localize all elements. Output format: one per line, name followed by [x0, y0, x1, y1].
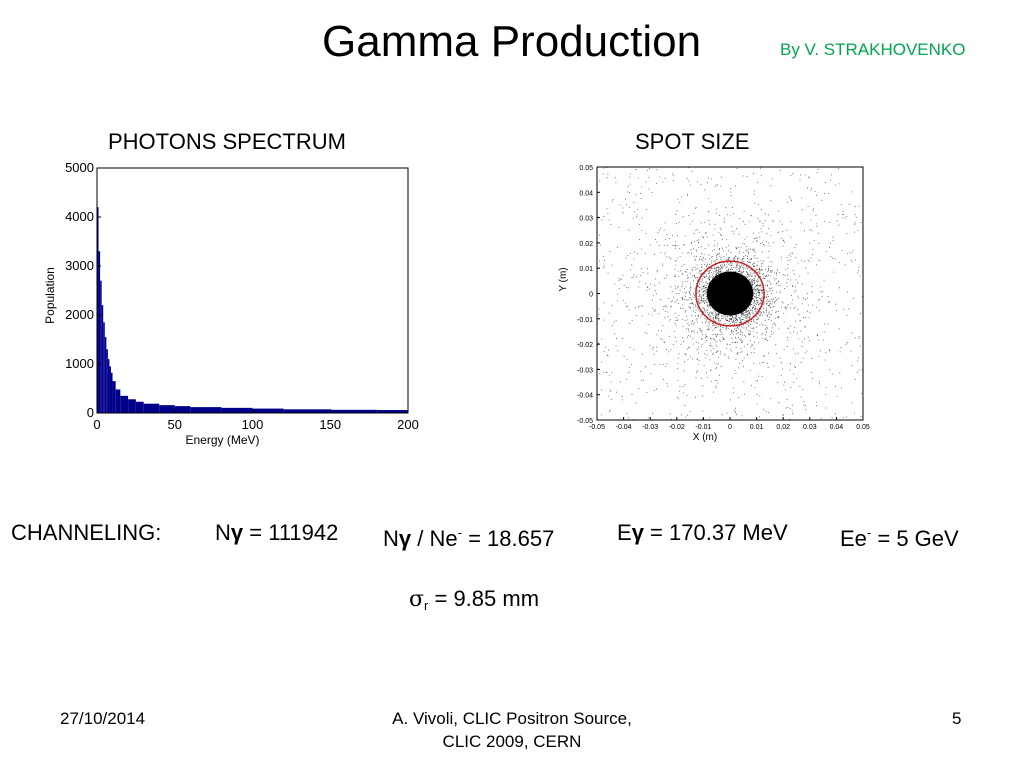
histogram-bar	[107, 359, 110, 413]
ratio-denominator: / Ne	[411, 526, 458, 551]
y-tick-label: -0.03	[577, 367, 593, 374]
histogram-bar	[376, 410, 408, 413]
ee-value: = 5 GeV	[871, 526, 959, 551]
histogram-bar	[109, 366, 111, 413]
histogram-bar	[100, 280, 102, 413]
plot-frame	[96, 167, 409, 414]
x-tick-label: -0.05	[589, 424, 605, 431]
gamma-glyph: γ	[398, 526, 412, 551]
sigma-value: = 9.85 mm	[428, 586, 540, 611]
footer-date: 27/10/2014	[60, 709, 146, 728]
dense-core	[706, 271, 754, 316]
histogram-bar	[221, 407, 253, 413]
histogram-bar	[330, 409, 377, 413]
histogram-bar	[190, 407, 222, 413]
y-tick-label: 0.04	[579, 190, 593, 197]
ee-symbol: Ee	[840, 526, 867, 551]
x-tick-label: 150	[319, 417, 341, 432]
y-axis-label: Population	[43, 267, 57, 324]
histogram-bar	[128, 399, 136, 413]
footer-credit-line2: CLIC 2009, CERN	[442, 732, 582, 751]
histogram-bar	[283, 409, 331, 413]
x-axis-label: X (m)	[693, 432, 717, 443]
histogram-bar	[252, 408, 284, 413]
spot-size-heading: SPOT SIZE	[635, 129, 750, 154]
e-gamma-value: = 170.37 MeV	[643, 520, 788, 545]
y-tick-label: -0.04	[577, 393, 593, 400]
x-tick-label: -0.01	[695, 424, 711, 431]
histogram-bar	[104, 337, 107, 413]
histogram-bar	[115, 389, 121, 413]
e-gamma-symbol: E	[617, 520, 632, 545]
y-tick-label: 0	[589, 292, 593, 299]
y-tick-label: 2000	[65, 307, 94, 322]
histogram-bar	[135, 401, 144, 413]
ratio-symbol: N	[383, 526, 399, 551]
n-gamma-equation: Nγ = 111942	[215, 519, 338, 547]
photons-spectrum-heading: PHOTONS SPECTRUM	[108, 129, 346, 154]
x-tick-label: 0.02	[776, 424, 790, 431]
channeling-label: CHANNELING:	[11, 520, 162, 545]
y-tick-label: 0.03	[579, 216, 593, 223]
footer-credit-line1: A. Vivoli, CLIC Positron Source,	[392, 709, 632, 728]
x-tick-label: -0.02	[669, 424, 685, 431]
ratio-equation: Nγ / Ne- = 18.657	[383, 519, 554, 553]
e-gamma-equation: Eγ = 170.37 MeV	[617, 519, 788, 547]
x-tick-label: 0.04	[830, 424, 844, 431]
y-tick-label: 1000	[65, 356, 94, 371]
ratio-value: = 18.657	[461, 526, 555, 551]
histogram-bar	[112, 381, 116, 413]
y-tick-label: 0	[87, 405, 94, 420]
sigma-glyph: σ	[409, 587, 425, 612]
y-tick-label: 5000	[65, 160, 94, 175]
y-tick-label: -0.01	[577, 317, 593, 324]
x-tick-label: 0.03	[803, 424, 817, 431]
histogram-bar	[103, 322, 105, 413]
y-tick-label: 3000	[65, 258, 94, 273]
histogram-bar	[97, 207, 99, 413]
x-tick-label: 50	[168, 417, 182, 432]
footer-credit: A. Vivoli, CLIC Positron Source, CLIC 20…	[352, 707, 672, 753]
histogram-bar	[143, 403, 160, 413]
y-tick-label: 0.01	[579, 266, 593, 273]
histogram-bar	[101, 305, 104, 413]
histogram-bars	[97, 207, 408, 413]
slide-title: Gamma Production	[322, 17, 702, 66]
y-tick-label: -0.02	[577, 342, 593, 349]
x-tick-label: 0	[93, 417, 100, 432]
photons-spectrum-chart: 0 50 100 150 200010002000300040005000Energy …	[43, 160, 419, 447]
x-tick-label: 200	[397, 417, 419, 432]
y-tick-label: 0.05	[579, 165, 593, 172]
histogram-bar	[106, 349, 108, 413]
x-tick-label: 0.01	[750, 424, 764, 431]
sigma-circle	[695, 260, 765, 327]
histogram-bar	[159, 405, 175, 413]
histogram-bar	[120, 395, 129, 413]
page-number: 5	[952, 709, 962, 728]
electron-superscript: -	[457, 525, 462, 540]
electron-superscript: -	[866, 525, 872, 540]
x-tick-label: 0	[728, 424, 732, 431]
x-tick-label: 0.05	[856, 424, 870, 431]
n-gamma-value: = 111942	[243, 520, 339, 545]
x-tick-label: 100	[242, 417, 264, 432]
y-tick-label: 4000	[65, 209, 94, 224]
sigma-equation: σr = 9.85 mm	[409, 585, 539, 620]
x-tick-label: -0.03	[642, 424, 658, 431]
x-tick-label: -0.04	[616, 424, 632, 431]
n-gamma-symbol: N	[215, 520, 231, 545]
gamma-glyph: γ	[230, 520, 244, 545]
histogram-bar	[98, 251, 101, 413]
histogram-bar	[110, 372, 113, 413]
sigma-subscript: r	[424, 598, 429, 613]
spot-size-chart: -0.05 -0.04 -0.03 -0.02 -0.01 0 0.01 0.02 0.03 0.…	[558, 165, 870, 443]
ee-equation: Ee- = 5 GeV	[840, 519, 959, 553]
histogram-bar	[174, 406, 191, 413]
y-tick-label: -0.05	[577, 418, 593, 425]
y-tick-label: 0.02	[579, 241, 593, 248]
gamma-glyph: γ	[631, 520, 644, 545]
x-axis-label: Energy (MeV)	[185, 433, 259, 447]
y-axis-label: Y (m)	[558, 267, 569, 291]
author-credit: By V. STRAKHOVENKO	[780, 40, 966, 59]
